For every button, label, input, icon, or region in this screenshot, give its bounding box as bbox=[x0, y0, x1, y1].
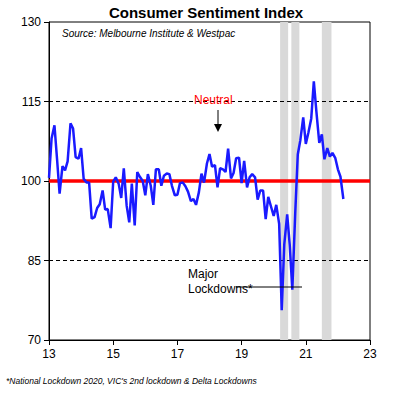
svg-text:19: 19 bbox=[235, 347, 249, 361]
svg-text:115: 115 bbox=[22, 95, 41, 109]
svg-text:100: 100 bbox=[21, 174, 41, 188]
svg-text:15: 15 bbox=[107, 347, 121, 361]
svg-text:23: 23 bbox=[363, 347, 377, 361]
svg-text:21: 21 bbox=[299, 347, 313, 361]
svg-text:Neutral: Neutral bbox=[194, 93, 233, 107]
svg-text:*National Lockdown 2020, VIC's: *National Lockdown 2020, VIC's 2nd lockd… bbox=[6, 376, 257, 386]
svg-text:70: 70 bbox=[28, 333, 42, 347]
svg-text:Major: Major bbox=[188, 267, 218, 281]
svg-text:13: 13 bbox=[42, 347, 56, 361]
svg-text:17: 17 bbox=[171, 347, 185, 361]
svg-text:85: 85 bbox=[28, 254, 42, 268]
svg-text:130: 130 bbox=[21, 15, 41, 29]
svg-text:Consumer Sentiment Index: Consumer Sentiment Index bbox=[109, 4, 304, 21]
svg-text:Lockdowns*: Lockdowns* bbox=[188, 282, 253, 296]
svg-text:Source: Melbourne Institute &: Source: Melbourne Institute & Westpac bbox=[62, 28, 235, 39]
